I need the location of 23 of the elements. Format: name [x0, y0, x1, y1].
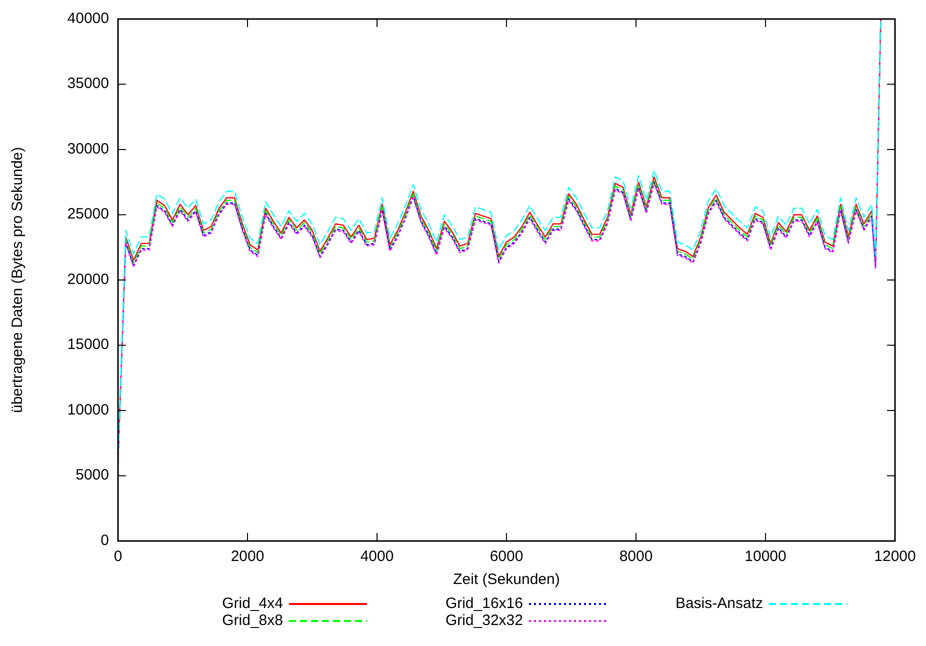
y-tick-label: 35000: [67, 75, 109, 92]
legend-label: Grid_32x32: [445, 612, 523, 629]
x-tick-label: 6000: [490, 548, 524, 565]
x-tick-label: 12000: [874, 548, 916, 565]
legend-label: Basis-Ansatz: [675, 594, 763, 612]
x-tick-label: 4000: [360, 548, 394, 565]
y-tick-label: 10000: [67, 401, 109, 418]
y-tick-label: 25000: [67, 206, 109, 223]
legend-label: Grid_16x16: [445, 594, 523, 612]
y-tick-label: 5000: [76, 466, 109, 484]
y-tick-label: 20000: [67, 270, 109, 288]
y-tick-label: 0: [100, 532, 109, 549]
legend-label: Grid_4x4: [222, 594, 283, 612]
x-axis-title: Zeit (Sekunden): [453, 571, 560, 588]
y-tick-label: 15000: [67, 336, 109, 354]
y-tick-label: 30000: [67, 140, 109, 158]
x-tick-label: 8000: [619, 548, 653, 565]
x-tick-label: 10000: [744, 548, 786, 565]
y-axis-title: übertragene Daten (Bytes pro Sekunde): [9, 147, 26, 413]
x-tick-label: 0: [114, 548, 122, 565]
x-tick-label: 2000: [230, 548, 264, 565]
legend-label: Grid_8x8: [222, 612, 283, 629]
y-tick-label: 40000: [67, 10, 109, 27]
